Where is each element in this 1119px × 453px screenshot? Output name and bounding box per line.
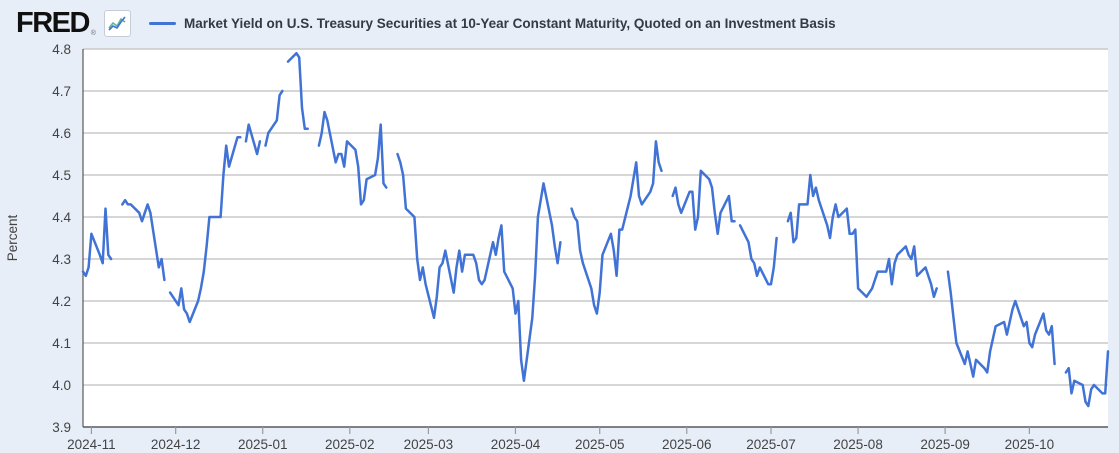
y-axis-tick-label: 4.8 — [52, 42, 71, 57]
x-axis-tick-label: 2024-11 — [67, 437, 116, 452]
gridlines — [83, 48, 1108, 386]
x-axis-tick-label: 2025-10 — [1005, 437, 1055, 452]
x-axis-tick-label: 2025-01 — [238, 437, 288, 452]
x-axis-tick-label: 2025-04 — [491, 437, 541, 452]
y-axis-tick-label: 4.4 — [52, 210, 71, 225]
chart-header: FRED ® Market Yield on U.S. Treasury Secu… — [16, 6, 836, 40]
x-axis-tick-label: 2025-07 — [746, 437, 796, 452]
y-axis-title: Percent — [5, 214, 20, 261]
x-axis-tick-label: 2025-02 — [325, 437, 375, 452]
y-axis-tick-label: 3.9 — [52, 420, 71, 435]
logo-blue-sparkline — [108, 16, 126, 31]
plot-area[interactable] — [83, 49, 1108, 427]
series-legend-label[interactable]: Market Yield on U.S. Treasury Securities… — [183, 15, 836, 31]
x-axis-tick-label: 2025-03 — [404, 437, 454, 452]
x-axis-tick-labels: 2024-11 2024-12 2025-01 2025-02 2025-03 2025-… — [67, 437, 1054, 452]
y-axis-tick-label: 4.2 — [52, 294, 71, 309]
y-axis-tick-label: 4.0 — [52, 378, 71, 393]
x-axis-tick-label: 2025-09 — [920, 437, 970, 452]
legend-line-swatch — [148, 21, 176, 25]
x-axis-tick-label: 2025-08 — [833, 437, 883, 452]
y-axis-tick-labels: 3.9 4.0 4.1 4.2 4.3 4.4 4.5 4.6 4.7 4.8 — [52, 42, 71, 435]
x-axis-tick-label: 2024-12 — [151, 437, 201, 452]
registered-trademark-mark: ® — [90, 29, 96, 37]
x-axis-tick-label: 2025-05 — [575, 437, 625, 452]
y-axis-tick-label: 4.1 — [52, 336, 71, 351]
y-axis-tick-label: 4.7 — [52, 84, 71, 99]
x-axis-tick-label: 2025-06 — [662, 437, 712, 452]
series-line-10y-treasury-yield — [81, 51, 1110, 408]
fred-logo[interactable]: FRED ® — [16, 6, 96, 39]
y-axis-tick-label: 4.3 — [52, 252, 71, 267]
y-axis-tick-label: 4.6 — [52, 126, 71, 141]
y-axis-tick-label: 4.5 — [52, 168, 71, 183]
fred-logo-chart-icon — [103, 9, 131, 37]
